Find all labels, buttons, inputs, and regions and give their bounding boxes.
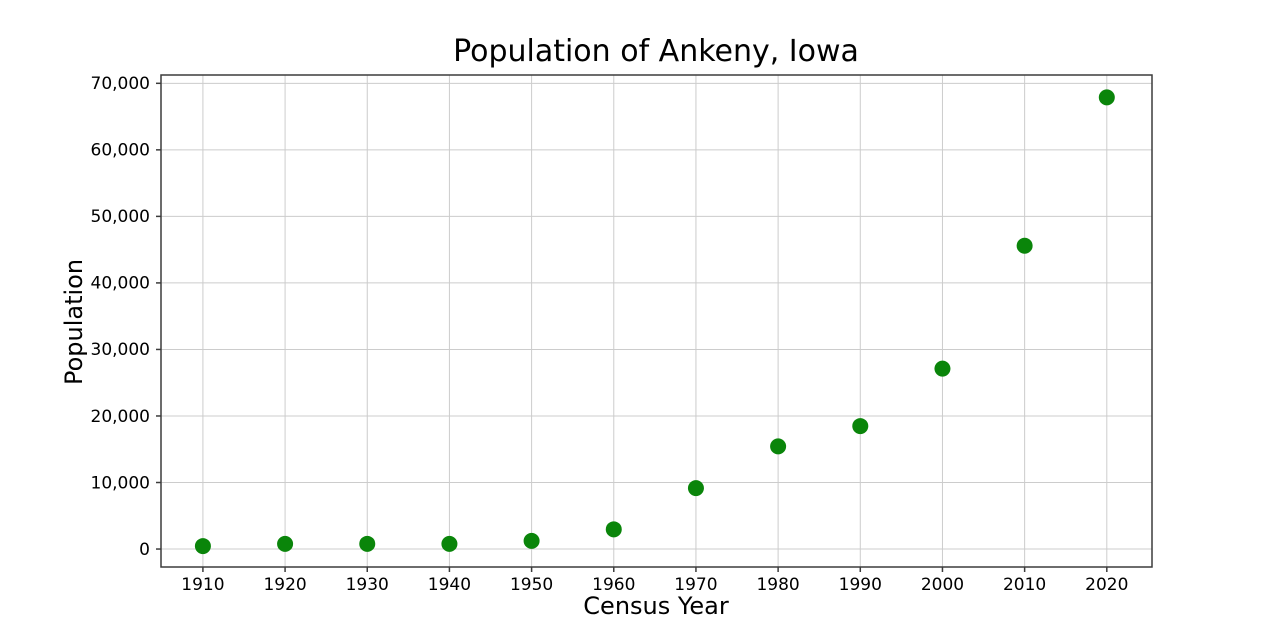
x-tick-label: 1980 [756,575,799,595]
y-tick-label: 20,000 [91,407,150,427]
data-point [852,418,869,435]
y-tick-label: 30,000 [91,340,150,360]
data-point [687,480,704,497]
y-tick-label: 40,000 [91,274,150,294]
x-tick-label: 2010 [1003,575,1046,595]
data-point [194,538,211,555]
y-axis-label: Population [60,258,88,386]
x-axis-label: Census Year [583,592,729,620]
x-tick-label: 2020 [1085,575,1128,595]
y-tick-label: 0 [139,540,150,560]
data-point [605,521,622,538]
y-tick-label: 50,000 [91,207,150,227]
x-tick-label: 1930 [346,575,389,595]
y-tick-label: 70,000 [91,74,150,94]
x-tick-label: 1990 [839,575,882,595]
data-point [1016,237,1033,254]
data-point [523,532,540,549]
data-point [441,535,458,552]
data-point [770,438,787,455]
data-point [1098,89,1115,106]
x-tick-label: 2000 [921,575,964,595]
x-tick-label: 1910 [181,575,224,595]
x-tick-label: 1960 [592,575,635,595]
chart-title: Population of Ankeny, Iowa [453,34,859,69]
x-tick-label: 1970 [674,575,717,595]
x-tick-label: 1940 [428,575,471,595]
y-tick-label: 10,000 [91,473,150,493]
data-point [934,360,951,377]
y-tick-label: 60,000 [91,141,150,161]
x-tick-label: 1920 [263,575,306,595]
data-point [277,535,294,552]
plot-border [160,74,1153,568]
data-point [359,535,376,552]
x-tick-label: 1950 [510,575,553,595]
